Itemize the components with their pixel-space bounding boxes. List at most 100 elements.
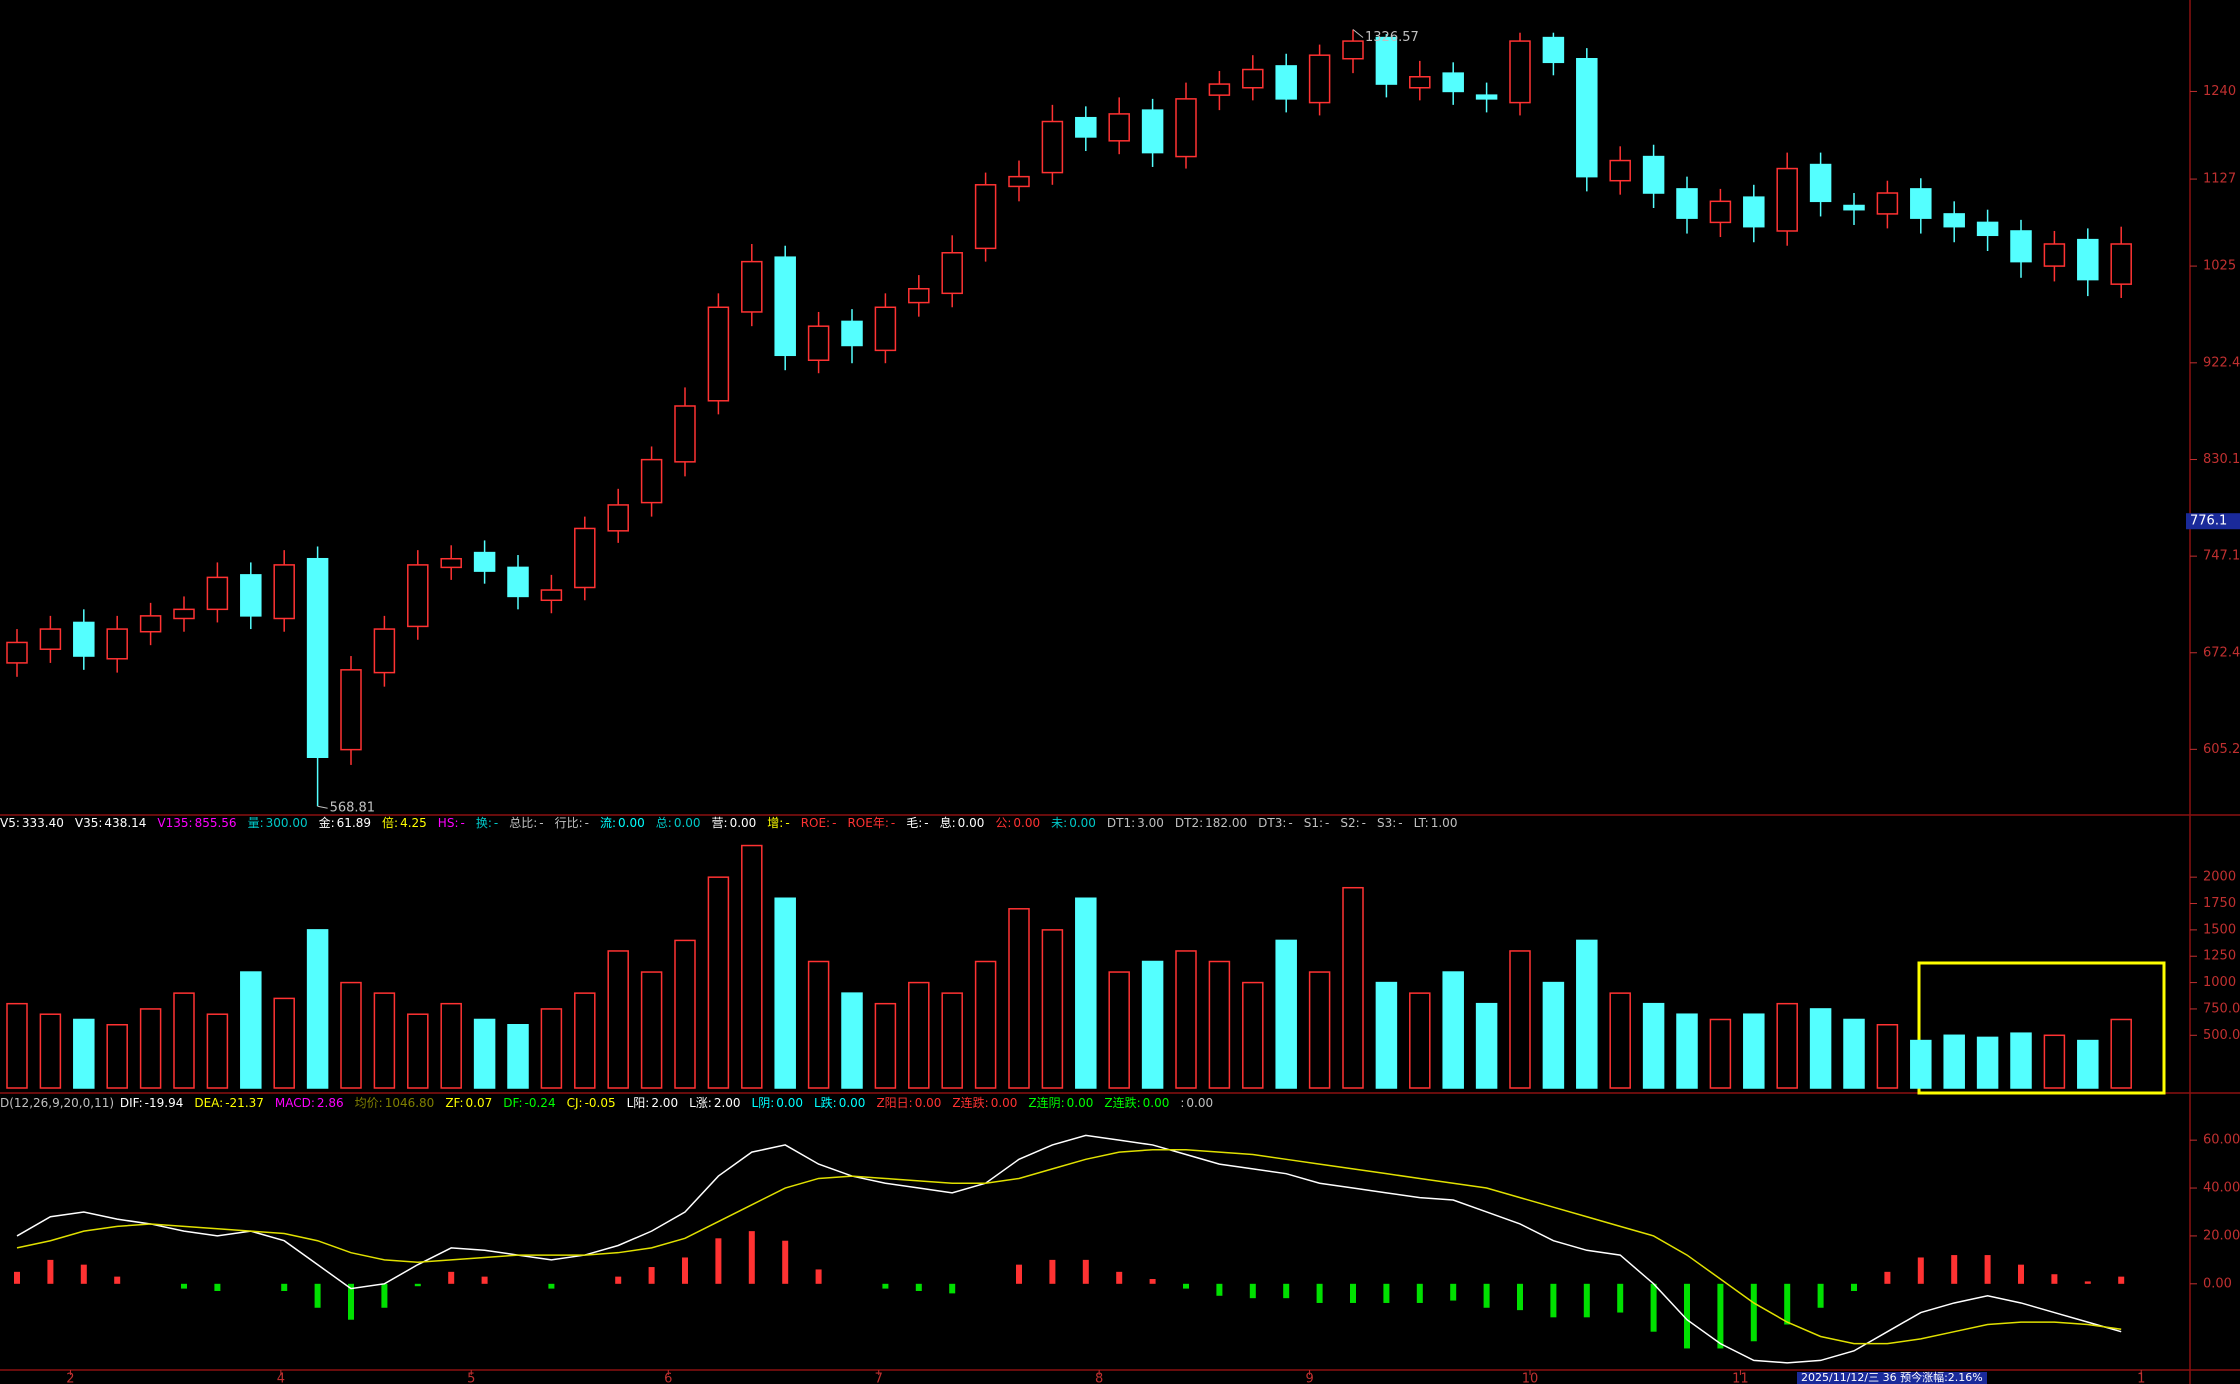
volume-bar <box>674 939 696 1089</box>
volume-bar <box>373 992 396 1089</box>
macd-tick-label: 20.00 <box>2203 1228 2240 1243</box>
macd-tick-label: 0.00 <box>2203 1276 2232 1291</box>
x-tick-label: 10 <box>1522 1372 1539 1384</box>
header-value: 1046.80 <box>384 1096 435 1110</box>
candle-body <box>707 306 730 402</box>
macd-bar <box>1984 1255 1991 1284</box>
header-item: CJ: -0.05 <box>567 1096 618 1110</box>
x-tick-label: 8 <box>1095 1372 1103 1384</box>
y-tick-label: 672.4 <box>2203 645 2240 660</box>
header-item: 倍: 4.25 <box>382 816 429 830</box>
header-label: 未: <box>1051 816 1068 830</box>
volume-bar <box>1576 939 1598 1089</box>
x-tick-label: 1 <box>2137 1372 2145 1384</box>
candle-body <box>1075 116 1097 138</box>
highlight-box <box>1917 961 2166 1095</box>
macd-bar <box>915 1283 922 1291</box>
volume-bar <box>106 1024 128 1089</box>
header-label: DT1: <box>1106 816 1136 830</box>
header-value: 0.00 <box>729 816 757 830</box>
volume-bar <box>774 897 796 1089</box>
candle-body <box>139 615 162 633</box>
header-item: 换: - <box>476 816 500 830</box>
header-item: DIF: -19.94 <box>120 1096 185 1110</box>
header-label: V135: <box>157 816 193 830</box>
header-label: 息: <box>939 816 956 830</box>
candle-body <box>73 621 95 657</box>
header-label: 流: <box>600 816 617 830</box>
volume-tick-label: 500.0 <box>2203 1028 2240 1043</box>
volume-bar <box>1141 960 1164 1089</box>
header-value: -21.37 <box>225 1096 264 1110</box>
header-label: DT2: <box>1174 816 1204 830</box>
header-value: 61.89 <box>336 816 372 830</box>
header-value: -0.05 <box>584 1096 616 1110</box>
volume-bar <box>1275 939 1297 1089</box>
header-label: S2: <box>1340 816 1360 830</box>
macd-bar <box>648 1267 655 1284</box>
y-tick-label: 922.4 <box>2203 355 2240 370</box>
header-value: 300.00 <box>265 816 308 830</box>
volume-bar <box>1542 981 1565 1089</box>
header-label: 换: <box>475 816 492 830</box>
header-item: DEA: -21.37 <box>194 1096 266 1110</box>
candle-body <box>1141 109 1164 154</box>
header-label: 总: <box>655 816 672 830</box>
candle-body <box>1409 76 1431 89</box>
header-label: L跌: <box>813 1096 837 1110</box>
volume-bar <box>941 992 963 1089</box>
volume-bar <box>39 1013 62 1089</box>
volume-bar <box>1743 1013 1765 1089</box>
volume-tick-label: 2000 <box>2203 870 2236 885</box>
volume-bar <box>807 960 830 1089</box>
candle-body <box>473 551 496 572</box>
header-label: L涨: <box>689 1096 712 1110</box>
header-label: 总比: <box>509 816 538 830</box>
macd-bar <box>1817 1283 1824 1308</box>
macd-bar <box>748 1231 755 1284</box>
volume-tick-label: 1500 <box>2203 922 2236 937</box>
candle-body <box>2043 243 2066 267</box>
header-item: ROE年: - <box>847 816 897 830</box>
header-label: ROE年: <box>847 816 889 830</box>
macd-header: D(12,26,9,20,0,11) DIF: -19.94 DEA: -21.37 M… <box>0 1094 1224 1112</box>
price-tag: 776.1 <box>2190 514 2227 529</box>
header-item: Z连阴: 0.00 <box>1028 1096 1095 1110</box>
header-value: 0.00 <box>1186 1096 1214 1110</box>
macd-bar <box>1684 1283 1690 1349</box>
header-item: S1: - <box>1304 816 1332 830</box>
header-item: DF: -0.24 <box>503 1096 557 1110</box>
volume-header: V5: 333.40 V35: 438.14 V135: 855.56 量: 300.00 金:… <box>0 814 1468 832</box>
candle-body <box>741 260 763 313</box>
volume-bar <box>240 971 262 1089</box>
candle-body <box>1041 120 1064 174</box>
volume-bar <box>1976 1036 1999 1089</box>
header-label: S1: <box>1303 816 1324 830</box>
volume-bar <box>2010 1032 2032 1089</box>
candle-body <box>440 557 462 569</box>
volume-bar <box>1342 886 1364 1089</box>
candle-body <box>106 628 128 660</box>
macd-bar <box>1249 1283 1256 1299</box>
volume-bar <box>974 960 997 1089</box>
header-label: 增: <box>767 816 784 830</box>
candle-body <box>173 608 195 620</box>
volume-bar <box>306 929 329 1089</box>
header-label: V5: <box>0 816 20 830</box>
candle-body <box>1308 54 1331 104</box>
macd-bar <box>1851 1283 1857 1291</box>
header-item: DT3: - <box>1258 816 1295 830</box>
header-item: L阳: 2.00 <box>627 1096 680 1110</box>
macd-bar <box>1550 1283 1557 1318</box>
candle-body <box>1542 36 1565 64</box>
volume-bar <box>1642 1002 1665 1089</box>
x-tick-label: 7 <box>875 1372 883 1384</box>
header-value: - <box>493 816 499 830</box>
x-tick-label: 9 <box>1305 1372 1313 1384</box>
header-item: 毛: - <box>906 816 930 830</box>
y-tick-label: 605.2 <box>2203 742 2240 757</box>
header-value: 0.00 <box>990 1096 1018 1110</box>
macd-bar <box>1316 1283 1323 1303</box>
header-item: DT1: 3.00 <box>1107 816 1166 830</box>
candle-body <box>1576 57 1598 178</box>
